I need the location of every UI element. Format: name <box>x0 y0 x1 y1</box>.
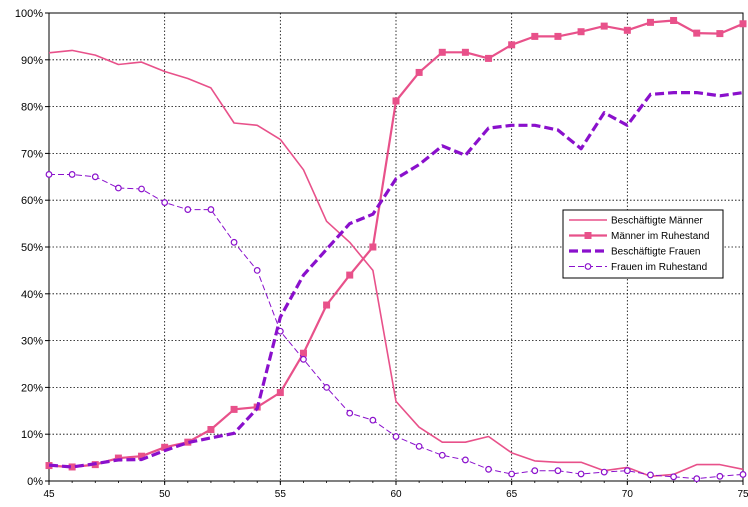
data-point <box>693 475 701 483</box>
data-point <box>485 465 492 473</box>
data-point <box>230 405 238 413</box>
series-3 <box>48 90 744 469</box>
data-point <box>369 243 377 251</box>
y-tick-label: 50% <box>21 242 43 254</box>
data-point <box>253 267 261 274</box>
x-tick-label: 55 <box>275 489 287 500</box>
data-point <box>369 416 377 424</box>
y-tick-label: 70% <box>21 148 43 160</box>
legend-label: Beschäftigte Männer <box>611 216 703 227</box>
legend-marker <box>584 232 592 239</box>
data-point <box>739 20 747 28</box>
data-point <box>531 467 539 475</box>
data-point <box>485 54 493 62</box>
data-point <box>600 468 608 476</box>
data-point <box>670 473 677 481</box>
data-point <box>508 470 516 478</box>
data-point <box>68 171 76 178</box>
data-point <box>415 68 423 76</box>
y-tick-label: 20% <box>21 382 43 394</box>
data-point <box>91 173 99 181</box>
y-tick-label: 80% <box>21 102 43 114</box>
data-point <box>184 206 192 213</box>
data-point <box>646 18 654 26</box>
legend-item: Beschäftigte Männer <box>569 216 703 227</box>
data-point <box>138 185 145 193</box>
legend-item: Beschäftigte Frauen <box>569 247 701 258</box>
data-point <box>114 184 122 192</box>
legend: Beschäftigte Männer Männer im Ruhestand Be… <box>562 209 724 279</box>
series-line <box>48 90 744 469</box>
data-point <box>45 171 53 178</box>
data-point <box>300 355 307 363</box>
x-tick-label: 65 <box>506 489 518 500</box>
legend-label: Beschäftigte Frauen <box>611 247 701 258</box>
data-point <box>462 456 469 464</box>
x-tick-label: 70 <box>622 489 634 500</box>
data-point <box>623 467 631 475</box>
y-tick-label: 100% <box>15 8 43 20</box>
y-tick-label: 0% <box>27 476 43 488</box>
data-point <box>138 452 146 460</box>
data-point <box>415 442 423 450</box>
data-point <box>577 470 585 478</box>
data-point <box>346 271 354 279</box>
data-point <box>647 471 654 479</box>
data-point <box>207 426 215 434</box>
data-point <box>600 22 608 30</box>
data-point <box>299 349 307 357</box>
legend-label: Frauen im Ruhestand <box>611 262 707 273</box>
data-point <box>623 26 631 34</box>
x-tick-label: 75 <box>737 489 748 500</box>
legend-label: Männer im Ruhestand <box>611 231 709 242</box>
y-tick-label: 30% <box>21 336 43 348</box>
axis-tick-labels: 0% 10% 20% 30% 40% 50% 60% 70% 80% 90% 100% 45 50 55 6… <box>15 8 748 500</box>
data-point <box>716 30 724 38</box>
data-point <box>508 41 516 49</box>
plot-area-frame <box>48 12 744 482</box>
series-2 <box>45 16 747 471</box>
y-tick-label: 60% <box>21 195 43 207</box>
data-point <box>577 28 585 36</box>
data-point <box>276 327 284 335</box>
data-point <box>531 32 539 40</box>
data-point <box>554 467 562 475</box>
data-point <box>461 48 469 56</box>
legend-item: Männer im Ruhestand <box>569 231 709 242</box>
data-point <box>114 454 122 462</box>
data-point <box>438 451 446 459</box>
data-point <box>716 472 724 480</box>
data-point <box>693 29 701 37</box>
legend-item: Frauen im Ruhestand <box>569 262 707 273</box>
y-tick-label: 40% <box>21 289 43 301</box>
data-point <box>207 206 215 213</box>
data-point <box>161 443 169 451</box>
data-point <box>230 238 238 246</box>
series-lines <box>45 16 747 483</box>
data-point <box>438 48 446 56</box>
data-point <box>68 463 76 471</box>
data-point <box>554 32 562 40</box>
data-point <box>346 409 354 417</box>
data-point <box>276 389 284 397</box>
legend-marker <box>584 263 592 270</box>
data-point <box>323 384 331 391</box>
data-point <box>392 433 400 440</box>
data-point <box>323 301 331 309</box>
x-tick-label: 50 <box>159 489 171 500</box>
y-tick-label: 90% <box>21 55 43 67</box>
x-tick-label: 45 <box>43 489 55 500</box>
x-tick-label: 60 <box>390 489 402 500</box>
series-4 <box>45 171 747 483</box>
data-point <box>184 438 192 446</box>
y-tick-label: 10% <box>21 429 43 441</box>
data-point <box>392 97 400 105</box>
data-point <box>161 199 169 206</box>
data-point <box>739 471 747 478</box>
data-point <box>670 16 678 24</box>
